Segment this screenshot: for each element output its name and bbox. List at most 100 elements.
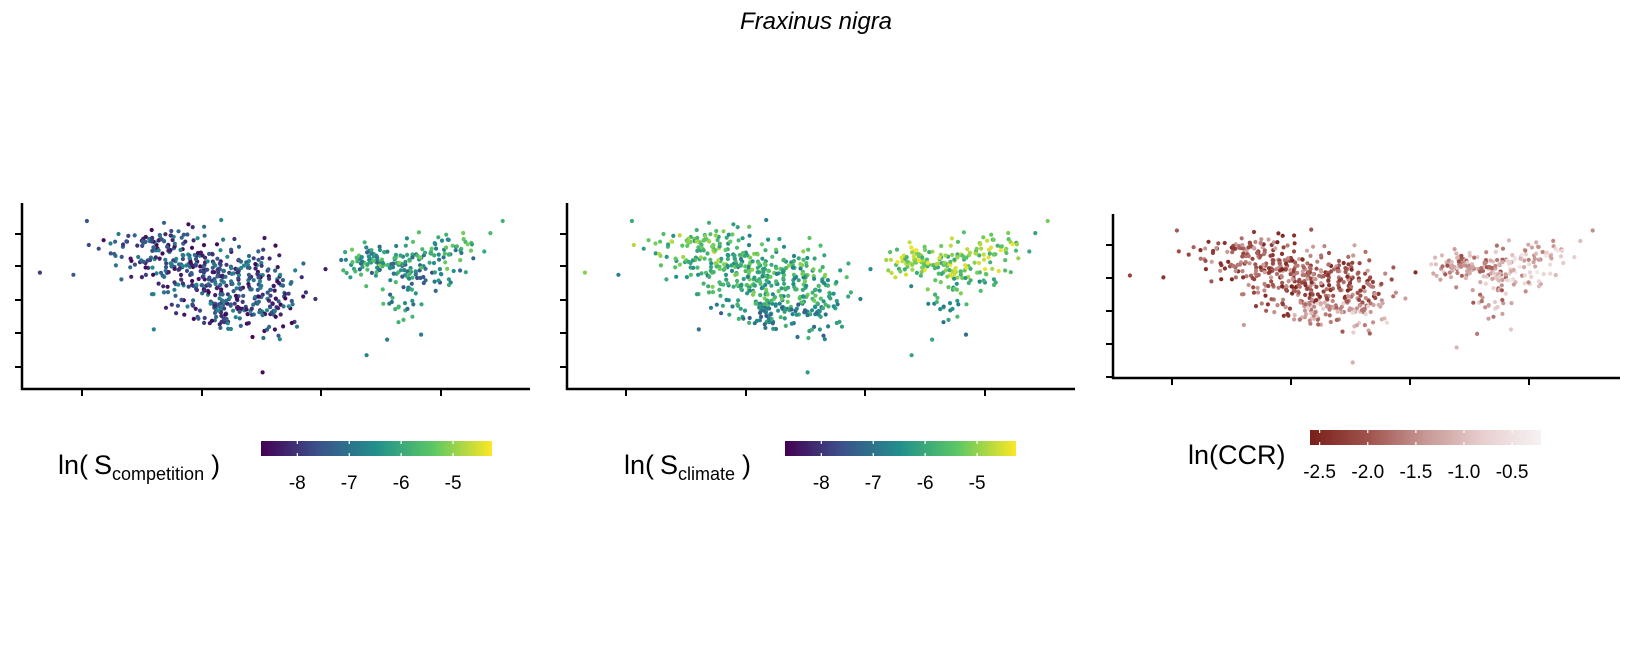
data-point <box>764 278 769 283</box>
data-point <box>801 257 806 262</box>
data-point <box>818 314 823 319</box>
data-point <box>1319 281 1324 286</box>
data-point <box>948 259 953 264</box>
data-point <box>1351 330 1356 335</box>
data-point <box>828 296 833 301</box>
data-point <box>461 230 466 236</box>
colorbar <box>1310 430 1541 445</box>
data-point <box>244 307 249 312</box>
data-point <box>1510 253 1515 258</box>
data-point <box>1305 286 1310 291</box>
data-point <box>768 312 773 317</box>
data-point <box>823 312 828 317</box>
data-point <box>1240 243 1245 248</box>
data-point <box>434 246 439 251</box>
data-point <box>280 278 285 283</box>
data-point <box>299 275 304 280</box>
data-point <box>909 284 914 289</box>
data-point <box>949 236 955 241</box>
data-point <box>1500 311 1505 316</box>
data-point <box>234 296 239 301</box>
data-point <box>202 233 207 238</box>
data-point <box>211 261 216 266</box>
colorbar-tick-label: -7 <box>341 473 358 494</box>
data-point <box>903 272 909 277</box>
data-point <box>1523 289 1528 294</box>
data-point <box>172 266 177 271</box>
data-point <box>978 242 983 247</box>
data-point <box>1331 267 1337 272</box>
data-point <box>950 252 955 257</box>
data-point <box>1518 256 1523 261</box>
data-point <box>1492 271 1497 276</box>
data-point <box>1014 242 1020 247</box>
data-point <box>202 288 207 293</box>
data-point <box>377 244 382 249</box>
data-point <box>1341 260 1346 266</box>
data-point <box>779 305 785 310</box>
data-point <box>888 250 893 255</box>
data-point <box>789 321 794 326</box>
data-point <box>1368 275 1373 280</box>
data-point <box>798 266 803 271</box>
data-point <box>888 257 894 262</box>
data-point <box>1258 253 1263 258</box>
data-point <box>181 232 186 237</box>
data-point <box>991 277 997 282</box>
data-point <box>735 225 740 230</box>
data-point <box>458 258 463 263</box>
data-point <box>231 289 236 294</box>
data-point <box>1486 303 1491 308</box>
data-point <box>1335 269 1340 274</box>
data-point <box>1349 267 1354 272</box>
data-point <box>1231 264 1236 269</box>
data-point <box>409 281 414 286</box>
data-point <box>245 312 250 317</box>
data-point <box>1311 271 1316 277</box>
data-point <box>1373 295 1378 301</box>
data-point <box>1295 263 1300 268</box>
data-point <box>463 270 468 275</box>
data-point <box>405 252 410 257</box>
data-point <box>419 265 424 270</box>
data-point <box>1251 245 1257 250</box>
data-point <box>925 260 931 265</box>
data-point <box>1263 293 1268 298</box>
data-point <box>1314 284 1319 289</box>
data-point <box>229 271 234 276</box>
data-point <box>805 313 810 318</box>
data-point <box>1256 272 1261 278</box>
data-point <box>446 277 451 282</box>
data-point <box>1255 290 1261 295</box>
data-point <box>179 297 184 302</box>
data-point <box>1330 298 1335 304</box>
data-point <box>964 302 969 307</box>
data-point <box>685 243 690 248</box>
data-point <box>190 225 195 230</box>
data-point <box>1454 285 1459 290</box>
legend-title-main: S <box>94 450 112 480</box>
data-point <box>1240 254 1245 259</box>
data-point <box>1266 237 1271 242</box>
data-point <box>794 306 799 311</box>
data-point <box>848 290 854 295</box>
data-point <box>918 273 924 278</box>
data-point <box>1529 274 1534 280</box>
data-point <box>721 282 726 287</box>
data-point <box>241 293 246 298</box>
data-point <box>1006 230 1011 236</box>
data-point <box>1463 276 1468 281</box>
data-point <box>283 291 288 297</box>
data-point <box>268 305 273 310</box>
data-point <box>246 253 252 259</box>
data-point <box>196 316 201 321</box>
data-point <box>364 353 369 358</box>
data-point <box>1357 278 1362 283</box>
data-point <box>804 283 809 288</box>
data-point <box>1452 247 1457 252</box>
data-point <box>236 269 241 275</box>
data-point <box>1231 246 1236 251</box>
data-point <box>482 249 487 254</box>
colorbar <box>785 441 1016 456</box>
